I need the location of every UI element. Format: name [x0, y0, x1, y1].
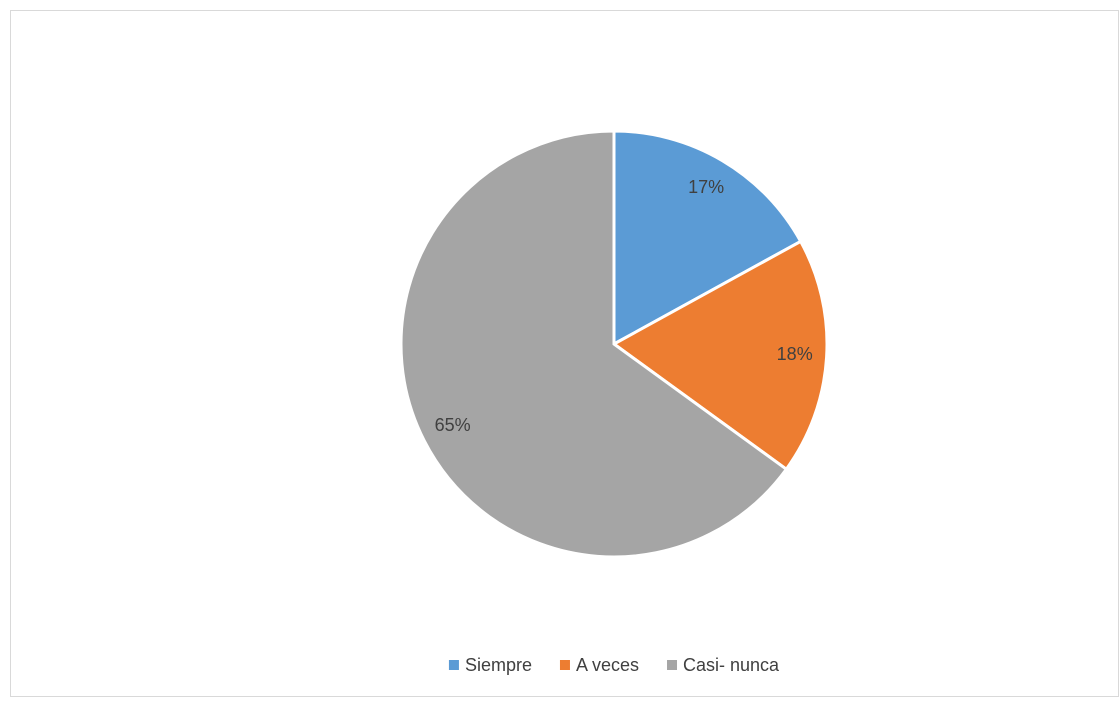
data-label: 17%: [688, 177, 724, 197]
data-label: 65%: [435, 415, 471, 435]
legend-label: Siempre: [465, 655, 532, 675]
legend-swatch: [448, 660, 459, 670]
legend-label: Casi- nunca: [683, 655, 780, 675]
legend-swatch: [667, 660, 678, 670]
data-label: 18%: [777, 344, 813, 364]
pie-slice: [399, 129, 789, 559]
legend-label: A veces: [576, 655, 639, 675]
legend-swatch: [559, 660, 570, 670]
pie-slice: [612, 129, 803, 347]
pie-slice: [611, 239, 829, 472]
